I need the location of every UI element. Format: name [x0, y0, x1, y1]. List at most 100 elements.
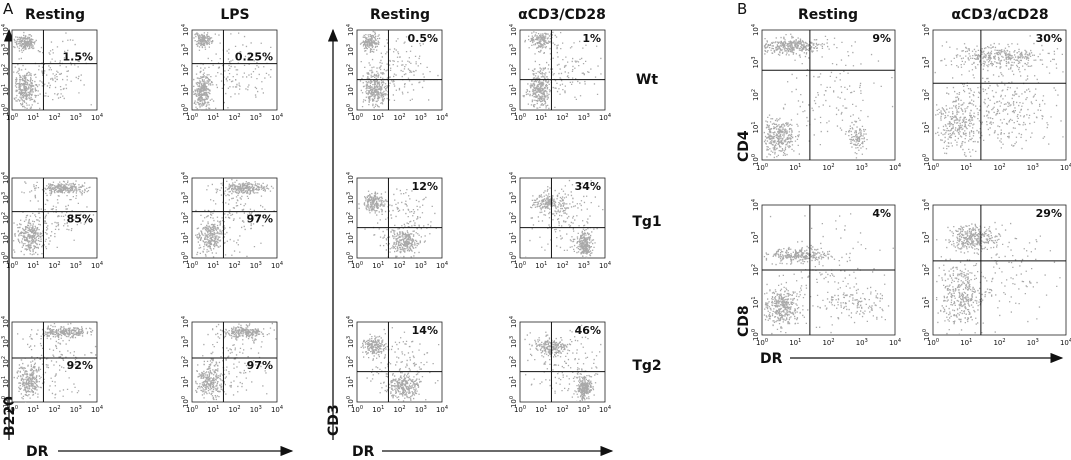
tick-base: 10 [70, 406, 79, 414]
tick-base: 10 [510, 195, 518, 204]
tick-base: 10 [228, 406, 237, 414]
quadrant-percentage: 0.5% [407, 32, 438, 45]
tick-base: 10 [182, 255, 190, 264]
tick-base: 10 [510, 379, 518, 388]
tick-base: 10 [2, 27, 10, 36]
tick-label: 103 [856, 338, 868, 347]
tick-exponent: 1 [1, 232, 7, 235]
tick-label: 102 [181, 64, 190, 76]
tick-base: 10 [510, 255, 518, 264]
tick-exponent: 2 [922, 89, 928, 92]
tick-label: 102 [556, 261, 568, 270]
tick-exponent: 4 [100, 261, 103, 267]
tick-exponent: 2 [402, 405, 405, 411]
tick-base: 10 [923, 60, 931, 69]
tick-exponent: 1 [181, 84, 187, 87]
tick-exponent: 0 [15, 113, 18, 119]
quadrant-percentage: 92% [67, 359, 93, 372]
tick-base: 10 [2, 379, 10, 388]
tick-exponent: 4 [100, 405, 103, 411]
tick-exponent: 0 [523, 405, 526, 411]
tick-base: 10 [578, 114, 587, 122]
tick-label: 103 [578, 405, 590, 414]
tick-label: 101 [535, 113, 547, 122]
tick-base: 10 [250, 262, 259, 270]
cell-dots [359, 30, 439, 109]
tick-label: 104 [181, 172, 190, 184]
tick-exponent: 0 [751, 329, 757, 332]
tick-label: 102 [822, 338, 834, 347]
tick-base: 10 [2, 195, 10, 204]
panel-letter: B [737, 0, 747, 18]
tick-label: 104 [1, 316, 10, 328]
tick-base: 10 [993, 164, 1002, 172]
tick-exponent: 1 [381, 261, 384, 267]
tick-base: 10 [182, 339, 190, 348]
tick-base: 10 [510, 67, 518, 76]
tick-label: 104 [889, 163, 901, 172]
tick-base: 10 [207, 406, 216, 414]
cell-dots [195, 322, 277, 403]
tick-label: 103 [250, 261, 262, 270]
tick-label: 104 [436, 113, 448, 122]
tick-label: 103 [70, 261, 82, 270]
tick-base: 10 [510, 399, 518, 408]
tick-label: 103 [751, 56, 760, 68]
tick-base: 10 [347, 175, 355, 184]
tick-exponent: 3 [259, 113, 262, 119]
tick-label: 104 [599, 261, 611, 270]
tick-exponent: 0 [181, 104, 187, 107]
tick-label: 102 [393, 113, 405, 122]
quadrant-percentage: 0.25% [235, 51, 273, 64]
tick-exponent: 2 [1, 356, 7, 359]
tick-base: 10 [182, 67, 190, 76]
tick-label: 100 [351, 261, 363, 270]
tick-base: 10 [347, 107, 355, 116]
tick-base: 10 [599, 262, 608, 270]
tick-base: 10 [2, 235, 10, 244]
tick-exponent: 0 [765, 163, 768, 169]
x-axis-label: DR [26, 444, 49, 460]
tick-label: 103 [70, 405, 82, 414]
quadrant-percentage: 34% [575, 180, 601, 193]
tick-exponent: 3 [865, 163, 868, 169]
tick-label: 103 [1, 192, 10, 204]
tick-label: 101 [27, 261, 39, 270]
tick-exponent: 4 [509, 172, 515, 175]
tick-base: 10 [6, 114, 15, 122]
tick-label: 100 [346, 252, 355, 264]
tick-exponent: 2 [831, 338, 834, 344]
tick-label: 103 [415, 405, 427, 414]
tick-base: 10 [923, 235, 931, 244]
tick-exponent: 2 [751, 264, 757, 267]
tick-base: 10 [752, 202, 760, 211]
tick-base: 10 [923, 332, 931, 341]
tick-label: 102 [346, 64, 355, 76]
tick-label: 100 [6, 261, 18, 270]
tick-label: 104 [91, 113, 103, 122]
tick-exponent: 3 [181, 336, 187, 339]
tick-exponent: 0 [360, 405, 363, 411]
tick-label: 101 [1, 84, 10, 96]
tick-label: 102 [228, 405, 240, 414]
tick-base: 10 [2, 255, 10, 264]
tick-base: 10 [2, 47, 10, 56]
tick-exponent: 2 [402, 113, 405, 119]
tick-exponent: 3 [587, 405, 590, 411]
tick-exponent: 1 [922, 121, 928, 124]
cell-dots [934, 35, 1064, 157]
tick-base: 10 [351, 406, 360, 414]
tick-exponent: 4 [1, 172, 7, 175]
tick-label: 103 [181, 44, 190, 56]
tick-base: 10 [27, 406, 36, 414]
tick-exponent: 3 [424, 261, 427, 267]
tick-base: 10 [752, 60, 760, 69]
tick-base: 10 [889, 164, 898, 172]
tick-exponent: 0 [195, 113, 198, 119]
quadrant-percentage: 14% [412, 324, 438, 337]
tick-label: 103 [578, 113, 590, 122]
tick-exponent: 0 [936, 338, 939, 344]
y-axis-label: CD8 [736, 305, 752, 337]
tick-exponent: 0 [195, 261, 198, 267]
